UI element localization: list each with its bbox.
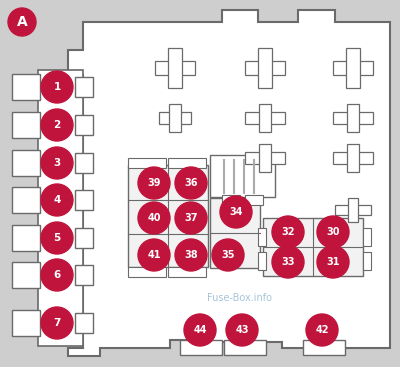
Polygon shape bbox=[68, 10, 390, 356]
Bar bbox=[333, 112, 373, 124]
Text: 31: 31 bbox=[326, 257, 340, 267]
Circle shape bbox=[272, 246, 304, 278]
Bar bbox=[12, 112, 40, 138]
Bar bbox=[363, 252, 371, 270]
Bar bbox=[303, 340, 345, 355]
Circle shape bbox=[138, 239, 170, 271]
Text: 44: 44 bbox=[193, 325, 207, 335]
Circle shape bbox=[175, 167, 207, 199]
Circle shape bbox=[41, 184, 73, 216]
Bar bbox=[363, 228, 371, 246]
Text: 34: 34 bbox=[229, 207, 243, 217]
Circle shape bbox=[175, 202, 207, 234]
Circle shape bbox=[41, 147, 73, 179]
Bar bbox=[245, 152, 285, 164]
Bar bbox=[168, 158, 206, 168]
Bar bbox=[263, 218, 363, 276]
Text: 4: 4 bbox=[53, 195, 61, 205]
Text: A: A bbox=[17, 15, 27, 29]
Circle shape bbox=[226, 314, 258, 346]
Bar bbox=[75, 115, 93, 135]
Bar bbox=[169, 104, 181, 132]
Bar bbox=[75, 190, 93, 210]
Circle shape bbox=[41, 307, 73, 339]
Bar bbox=[245, 195, 263, 205]
Bar bbox=[348, 198, 358, 222]
Circle shape bbox=[41, 259, 73, 291]
Bar bbox=[12, 310, 40, 336]
Bar bbox=[210, 155, 275, 197]
Bar bbox=[75, 228, 93, 248]
Bar bbox=[12, 225, 40, 251]
Text: 6: 6 bbox=[53, 270, 61, 280]
Circle shape bbox=[317, 246, 349, 278]
Bar bbox=[12, 150, 40, 176]
Bar bbox=[245, 61, 285, 75]
Bar bbox=[180, 340, 222, 355]
Bar bbox=[128, 158, 166, 168]
Bar bbox=[259, 104, 271, 132]
Bar bbox=[12, 187, 40, 213]
Bar bbox=[12, 74, 40, 100]
Bar bbox=[12, 262, 40, 288]
Bar bbox=[159, 112, 191, 124]
Text: 7: 7 bbox=[53, 318, 61, 328]
Circle shape bbox=[306, 314, 338, 346]
Text: Fuse-Box.info: Fuse-Box.info bbox=[208, 293, 272, 303]
Circle shape bbox=[8, 8, 36, 36]
Bar bbox=[258, 48, 272, 88]
Text: 36: 36 bbox=[184, 178, 198, 188]
Bar bbox=[335, 205, 371, 215]
Bar bbox=[222, 195, 240, 205]
Text: 5: 5 bbox=[53, 233, 61, 243]
Circle shape bbox=[41, 71, 73, 103]
Text: 2: 2 bbox=[53, 120, 61, 130]
Text: 3: 3 bbox=[53, 158, 61, 168]
Circle shape bbox=[212, 239, 244, 271]
Bar bbox=[75, 77, 93, 97]
Circle shape bbox=[41, 222, 73, 254]
Bar bbox=[155, 61, 195, 75]
Text: 38: 38 bbox=[184, 250, 198, 260]
Text: 1: 1 bbox=[53, 82, 61, 92]
Bar bbox=[224, 340, 266, 355]
Text: 37: 37 bbox=[184, 213, 198, 223]
Bar bbox=[258, 228, 266, 246]
Bar bbox=[333, 61, 373, 75]
Circle shape bbox=[175, 239, 207, 271]
Bar bbox=[168, 267, 206, 277]
Text: 42: 42 bbox=[315, 325, 329, 335]
Circle shape bbox=[138, 202, 170, 234]
Bar bbox=[75, 265, 93, 285]
Circle shape bbox=[317, 216, 349, 248]
Text: 40: 40 bbox=[147, 213, 161, 223]
Circle shape bbox=[272, 216, 304, 248]
Bar bbox=[347, 104, 359, 132]
Bar bbox=[128, 165, 208, 267]
Text: 30: 30 bbox=[326, 227, 340, 237]
Text: 35: 35 bbox=[221, 250, 235, 260]
Bar bbox=[75, 153, 93, 173]
Circle shape bbox=[184, 314, 216, 346]
Text: 39: 39 bbox=[147, 178, 161, 188]
Bar bbox=[258, 252, 266, 270]
Bar bbox=[346, 48, 360, 88]
Bar bbox=[347, 144, 359, 172]
Bar bbox=[210, 198, 260, 268]
Bar bbox=[75, 313, 93, 333]
Circle shape bbox=[41, 109, 73, 141]
Text: 41: 41 bbox=[147, 250, 161, 260]
Bar bbox=[259, 144, 271, 172]
Text: 33: 33 bbox=[281, 257, 295, 267]
Bar bbox=[168, 48, 182, 88]
Bar bbox=[128, 267, 166, 277]
Text: 32: 32 bbox=[281, 227, 295, 237]
Circle shape bbox=[138, 167, 170, 199]
Circle shape bbox=[220, 196, 252, 228]
Text: 43: 43 bbox=[235, 325, 249, 335]
Bar bbox=[333, 152, 373, 164]
Bar bbox=[245, 112, 285, 124]
Polygon shape bbox=[38, 70, 83, 346]
